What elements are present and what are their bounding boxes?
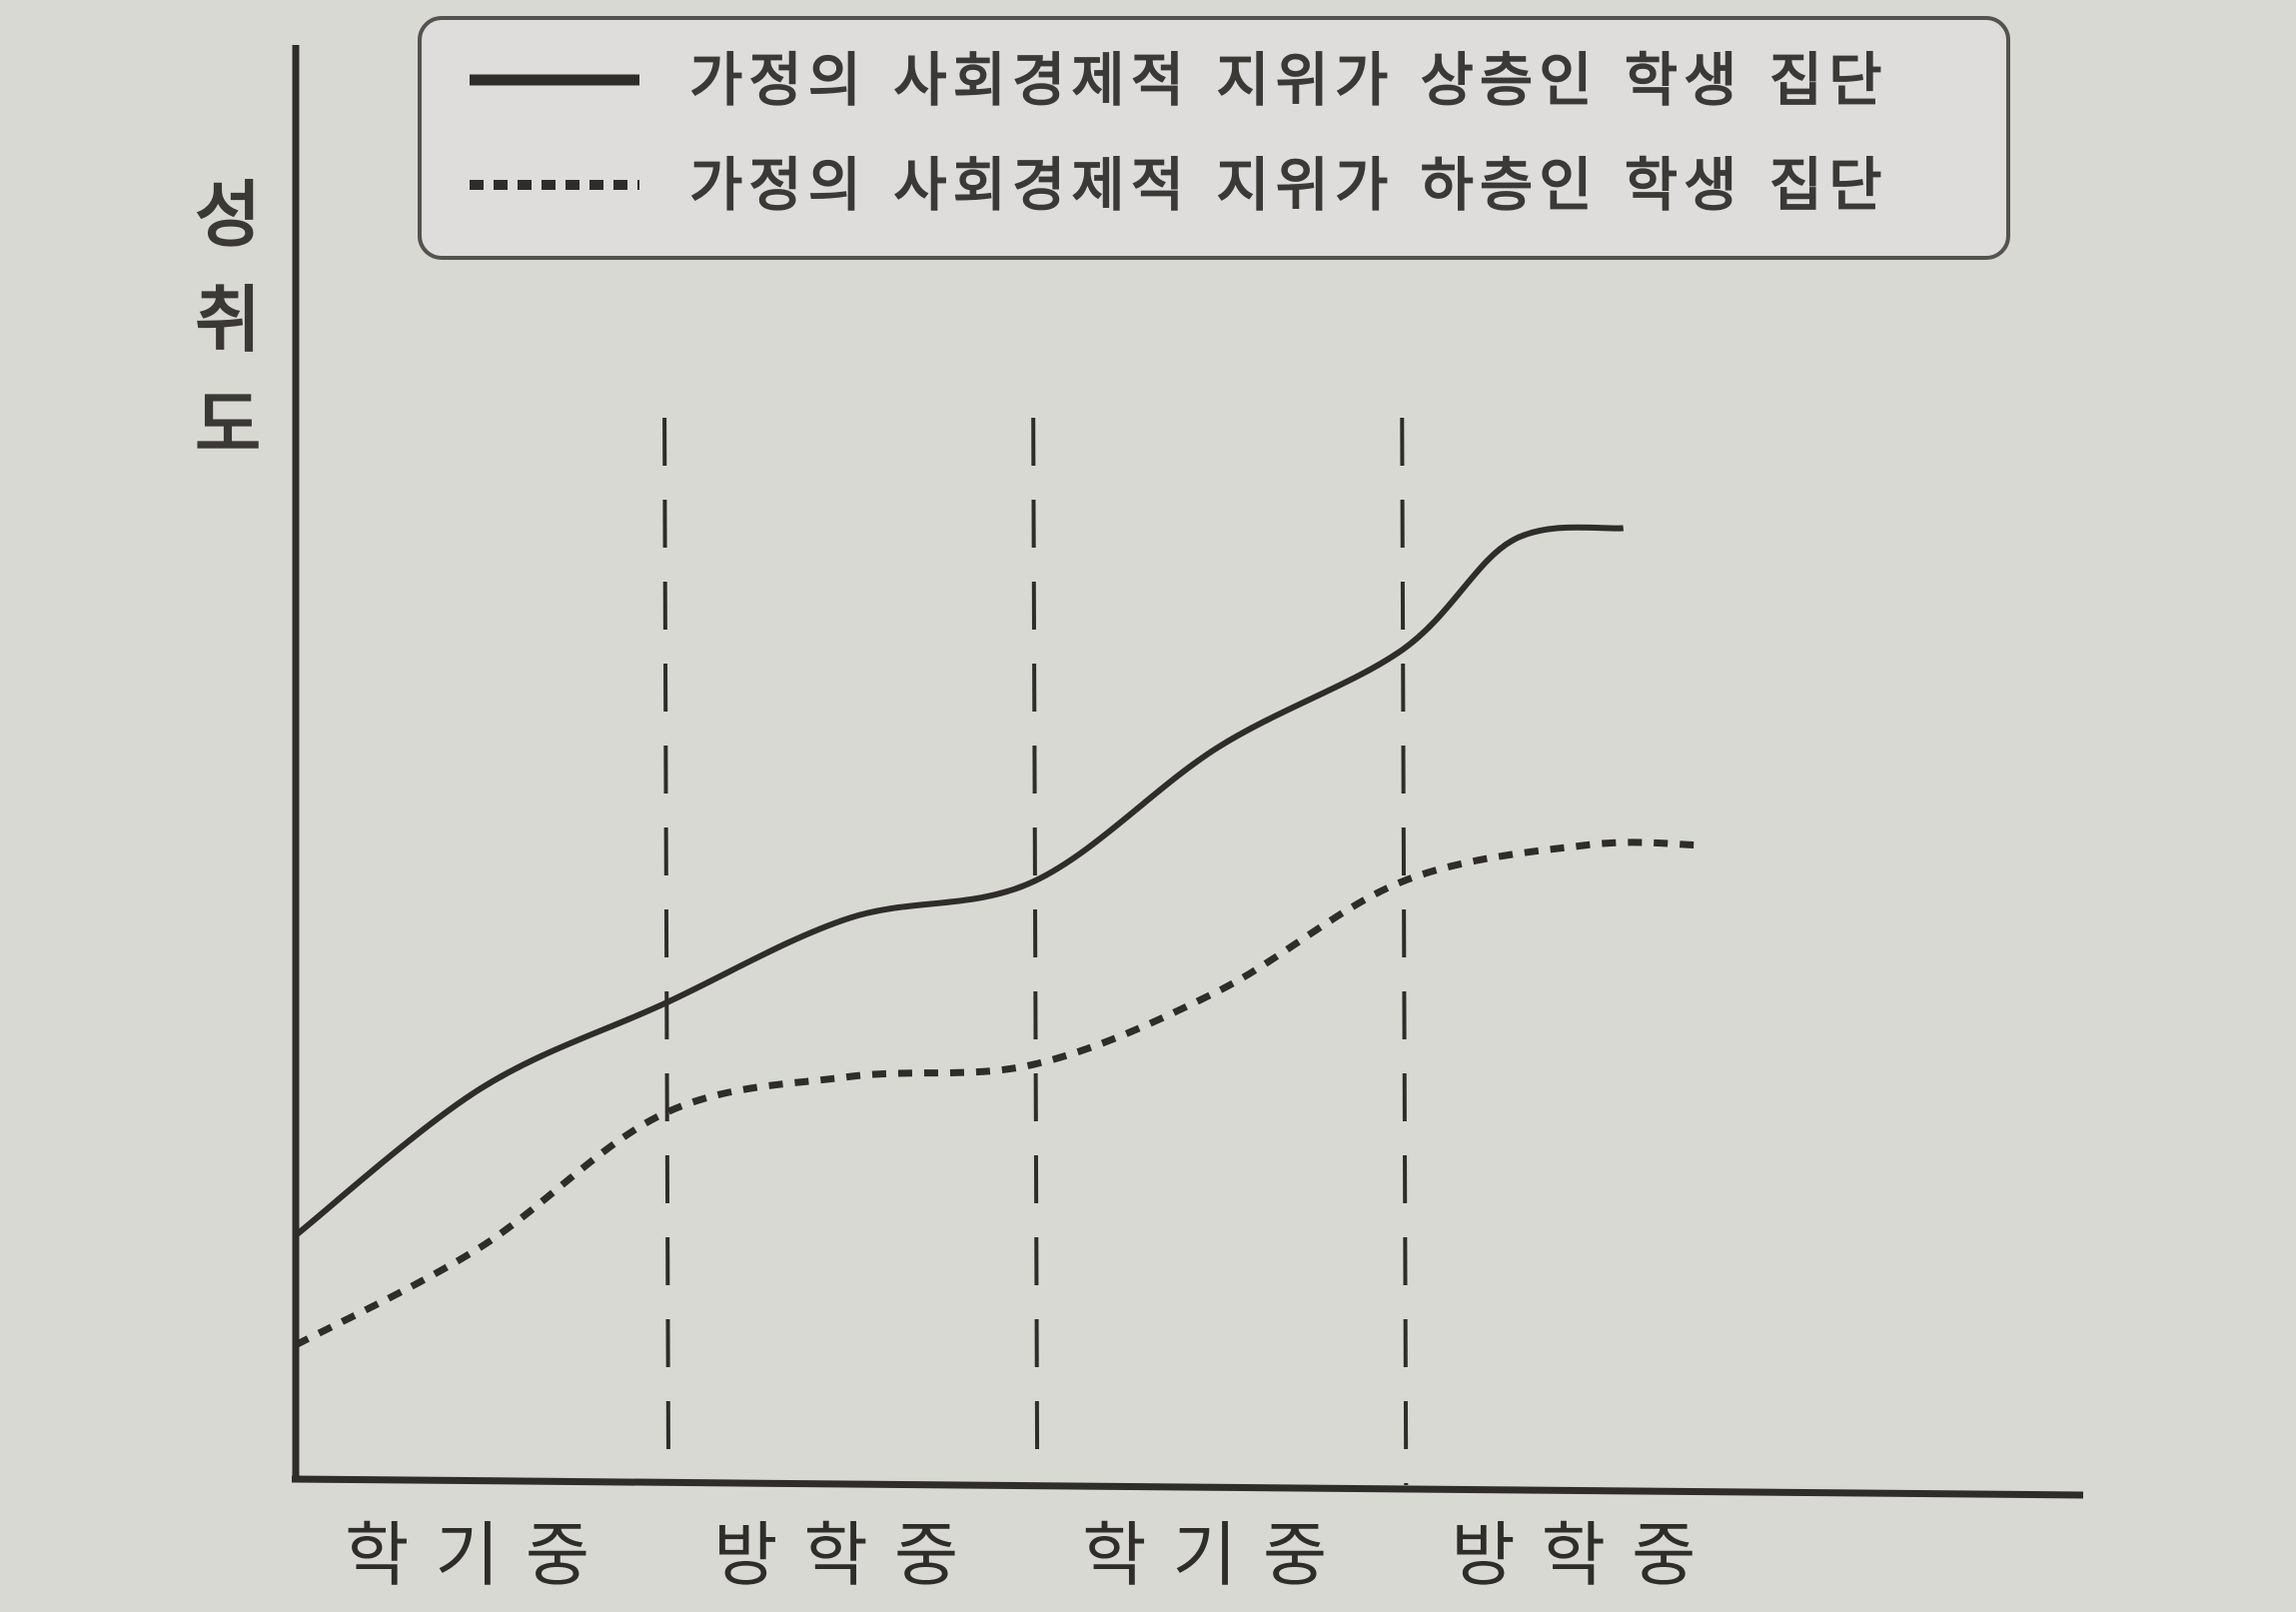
y-axis-label-char: 성 <box>195 173 261 257</box>
series-layer <box>294 524 1698 1348</box>
x-tick-label: 학기중 <box>345 1514 615 1596</box>
y-axis-label-char: 도 <box>195 383 261 467</box>
x-tick-label: 방학중 <box>713 1514 984 1596</box>
y-axis-label: 성취도 <box>195 173 261 467</box>
y-axis-label-char: 취 <box>195 278 261 362</box>
phase-divider-1 <box>662 417 671 1486</box>
x-tick-label: 학기중 <box>1082 1514 1353 1596</box>
phase-divider-2 <box>1031 417 1040 1486</box>
phase-divider-3 <box>1400 417 1409 1486</box>
series-line-lower <box>294 838 1698 1348</box>
legend: 가정의 사회경제적 지위가 상층인 학생 집단 가정의 사회경제적 지위가 하층… <box>418 16 2010 260</box>
legend-label-lower: 가정의 사회경제적 지위가 하층인 학생 집단 <box>689 151 1887 219</box>
series-line-upper <box>294 524 1625 1238</box>
legend-label-upper: 가정의 사회경제적 지위가 상층인 학생 집단 <box>689 46 1887 114</box>
legend-box <box>418 16 2010 260</box>
x-tick-label: 방학중 <box>1451 1514 1722 1596</box>
phase-dividers <box>662 417 1409 1486</box>
x-axis <box>291 1475 2084 1499</box>
x-tick-labels: 학기중 방학중 학기중 방학중 <box>345 1514 1722 1596</box>
